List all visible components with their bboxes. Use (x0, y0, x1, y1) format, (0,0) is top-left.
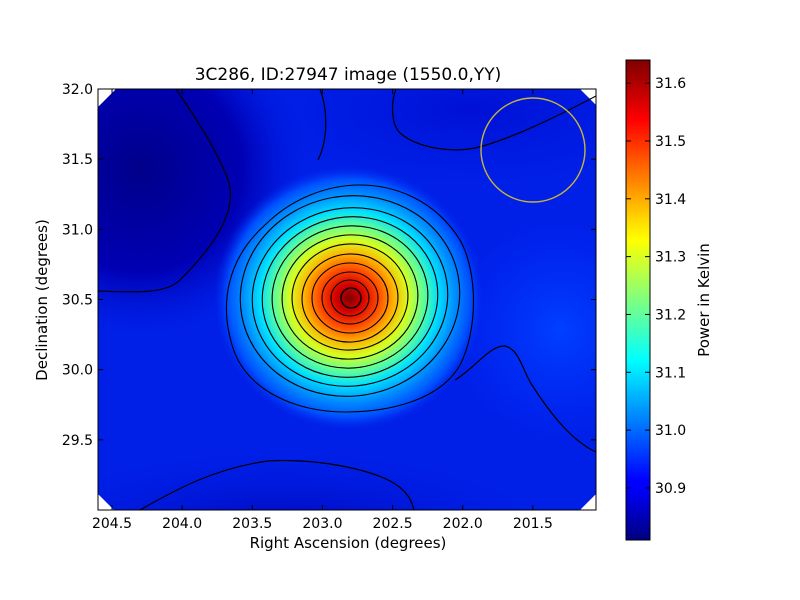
chart-title: 3C286, ID:27947 image (1550.0,YY) (195, 65, 502, 85)
beam-circle (480, 97, 586, 203)
contour-right (454, 345, 596, 453)
source-contour-7 (291, 243, 409, 351)
y-axis-label: Declination (degrees) (33, 219, 51, 381)
y-tick-label: 32.0 (62, 82, 93, 98)
source-contour-10 (321, 271, 379, 325)
source-contour-peak (340, 287, 362, 309)
colorbar-tick-label: 31.6 (655, 76, 686, 92)
source-contour-11 (330, 279, 370, 317)
y-tick-label: 30.0 (62, 363, 93, 379)
colorbar: 30.9 31.0 31.1 31.2 31.3 31.4 31.5 31.6 Power i… (625, 59, 713, 541)
y-tick-label: 30.5 (62, 293, 93, 309)
colorbar-gradient (625, 59, 651, 541)
corner-mask-bl (98, 494, 114, 510)
source-contour-9 (311, 262, 389, 334)
x-tick-label: 204.5 (92, 516, 132, 532)
source-contour-5 (271, 225, 429, 369)
source-emission (98, 89, 596, 510)
colorbar-tick-label: 30.9 (655, 481, 686, 497)
x-tick-label: 201.5 (513, 516, 553, 532)
source-contour-6 (281, 234, 419, 360)
y-axis: 29.5 30.0 30.5 31.0 31.5 32.0 (62, 82, 596, 449)
colorbar-tick-label: 31.2 (655, 307, 686, 323)
colorbar-label: Power in Kelvin (695, 243, 713, 357)
contour-bottom (139, 459, 415, 510)
y-tick-label: 29.5 (62, 433, 93, 449)
contour-top-left (98, 89, 231, 293)
corner-mask-tl (98, 89, 116, 107)
source-contour-3 (251, 207, 449, 387)
colorbar-tick-label: 31.5 (655, 134, 686, 150)
contour-top-middle (317, 89, 327, 161)
colorbar-ticks: 30.9 31.0 31.1 31.2 31.3 31.4 31.5 31.6 (626, 76, 686, 497)
plot-area (98, 89, 596, 510)
source-contour-2 (239, 195, 461, 397)
colorbar-tick-label: 31.3 (655, 250, 686, 266)
contour-top-right (391, 89, 596, 151)
corner-mask-tr (580, 89, 596, 105)
x-tick-label: 202.5 (373, 516, 413, 532)
corner-mask-br (580, 494, 596, 510)
x-tick-label: 202.0 (443, 516, 483, 532)
source-contour-outer (226, 184, 475, 413)
source-contour-4 (261, 216, 439, 378)
colorbar-tick-label: 31.0 (655, 423, 686, 439)
x-tick-label: 203.0 (302, 516, 342, 532)
x-tick-label: 203.5 (232, 516, 272, 532)
y-tick-label: 31.0 (62, 222, 93, 238)
x-tick-label: 204.0 (162, 516, 202, 532)
x-axis-label: Right Ascension (degrees) (250, 534, 447, 552)
source-contour-8 (301, 253, 399, 343)
colorbar-tick-label: 31.4 (655, 192, 686, 208)
y-tick-label: 31.5 (62, 152, 93, 168)
outer-contours (98, 89, 596, 510)
colorbar-tick-label: 31.1 (655, 365, 686, 381)
x-axis: 204.5 204.0 203.5 203.0 202.5 202.0 201.5 (92, 89, 553, 532)
source-contours (226, 184, 475, 413)
